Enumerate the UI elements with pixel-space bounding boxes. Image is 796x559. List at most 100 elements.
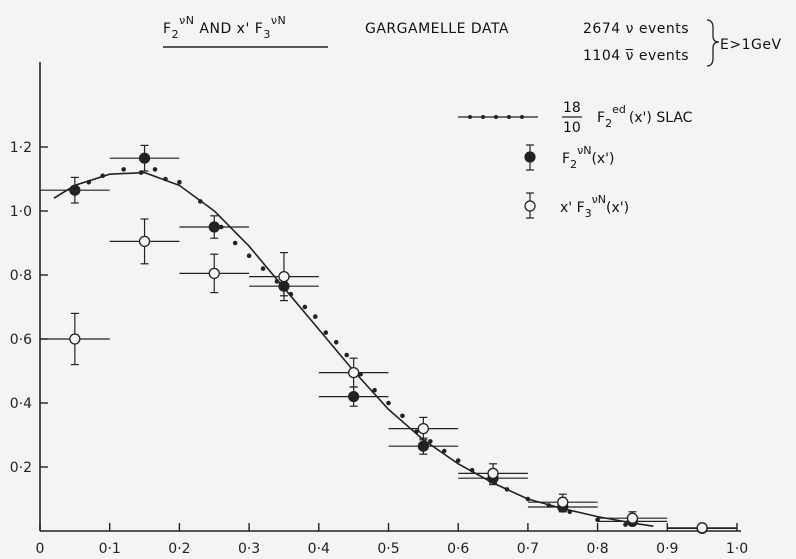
plot-area bbox=[40, 144, 737, 535]
slac-data-point bbox=[288, 291, 294, 297]
slac-data-point bbox=[414, 429, 419, 435]
legend: 18 10 F2ed(x') SLAC F2νN(x') bbox=[458, 100, 693, 220]
legend-slac-denominator: 10 bbox=[563, 120, 581, 136]
slac-data-point bbox=[469, 467, 475, 473]
title-events-nubar: 1104 ν̅ events bbox=[583, 48, 689, 64]
x-tick-label: 0·3 bbox=[238, 541, 260, 557]
title-energy-cut: E>1GeV bbox=[720, 37, 782, 53]
legend-f2-marker bbox=[524, 151, 536, 163]
slac-data-point bbox=[372, 387, 377, 393]
slac-data-point bbox=[313, 314, 318, 319]
x-tick-label: 0·5 bbox=[377, 541, 399, 557]
f2-point-marker bbox=[208, 221, 220, 233]
xf3-point bbox=[527, 493, 598, 511]
slac-data-point bbox=[260, 266, 266, 271]
xf3-point-marker bbox=[696, 522, 708, 534]
legend-slac-label: F2ed(x') SLAC bbox=[597, 103, 693, 130]
xf3-point bbox=[109, 218, 180, 265]
legend-slac-dot bbox=[507, 115, 511, 119]
xf3-point bbox=[318, 357, 389, 388]
slac-data-point bbox=[100, 173, 106, 179]
title-events-nu: 2674 ν events bbox=[583, 21, 689, 37]
xf3-point-marker bbox=[278, 270, 290, 283]
legend-xf3-marker bbox=[524, 200, 536, 212]
y-tick-label: 0·4 bbox=[10, 396, 32, 412]
f2-point-marker bbox=[69, 184, 81, 196]
f2-point-marker bbox=[138, 152, 151, 164]
slac-data-point bbox=[86, 179, 92, 185]
slac-data-point bbox=[428, 439, 433, 444]
y-tick-label: 1·0 bbox=[10, 204, 32, 220]
x-tick-label: 0·1 bbox=[99, 541, 121, 557]
xf3-point-marker bbox=[557, 496, 569, 508]
slac-data-point bbox=[525, 496, 531, 502]
xf3-point bbox=[249, 252, 319, 302]
legend-slac-dot bbox=[468, 115, 472, 119]
legend-slac-dot bbox=[494, 115, 498, 119]
y-tick-label: 0·6 bbox=[10, 332, 32, 348]
xf3-point-marker bbox=[626, 512, 639, 524]
title-brace bbox=[706, 19, 720, 67]
slac-data-point bbox=[623, 522, 628, 527]
slac-data-point bbox=[386, 400, 391, 406]
f2-point bbox=[388, 437, 459, 455]
chart-title: F2νN AND x' F3νN GARGAMELLE DATA 2674 ν … bbox=[163, 14, 782, 67]
xf3-point-marker bbox=[417, 422, 430, 435]
slac-data-point bbox=[323, 330, 329, 335]
xf3-point bbox=[458, 463, 528, 484]
x-tick-label: 0·6 bbox=[447, 541, 469, 557]
x-tick-label: 0·9 bbox=[656, 541, 678, 557]
f2-point bbox=[40, 176, 110, 204]
f2-point-marker bbox=[348, 391, 360, 403]
xf3-point bbox=[667, 522, 737, 534]
slac-data-point bbox=[152, 167, 158, 172]
title-experiment: GARGAMELLE DATA bbox=[365, 21, 509, 37]
x-tick-label: 0·4 bbox=[308, 541, 330, 557]
xf3-point-marker bbox=[69, 333, 81, 345]
legend-entry-slac: 18 10 F2ed(x') SLAC bbox=[458, 100, 693, 136]
legend-entry-f2: F2νN(x') bbox=[524, 144, 615, 171]
slac-data-point bbox=[302, 304, 308, 310]
legend-f2-label: F2νN(x') bbox=[562, 144, 615, 171]
y-tick-label: 0·2 bbox=[10, 460, 32, 476]
xf3-point bbox=[179, 253, 250, 294]
slac-data-point bbox=[441, 448, 447, 454]
legend-slac-numerator: 18 bbox=[563, 100, 581, 116]
slac-data-point bbox=[504, 487, 510, 492]
xf3-point bbox=[40, 312, 110, 366]
slac-data-point bbox=[455, 458, 461, 463]
f2-point bbox=[318, 386, 389, 407]
fit-curve bbox=[53, 171, 654, 527]
slac-data-point bbox=[163, 176, 168, 182]
legend-slac-dot bbox=[520, 115, 524, 119]
slac-data-point bbox=[333, 339, 339, 345]
x-tick-label: 1·0 bbox=[726, 541, 748, 557]
xf3-point bbox=[388, 416, 459, 441]
legend-xf3-label: x' F3νN(x') bbox=[560, 193, 629, 220]
legend-entry-xf3: x' F3νN(x') bbox=[524, 192, 629, 220]
title-formula: F2νN AND x' F3νN bbox=[163, 14, 286, 41]
x-tick-label: 0·8 bbox=[586, 541, 608, 557]
slac-data-point bbox=[232, 240, 238, 246]
x-tick-label: 0·7 bbox=[517, 541, 539, 557]
xf3-point-marker bbox=[138, 235, 151, 248]
f2-point-marker bbox=[417, 440, 429, 452]
f2-point bbox=[109, 144, 180, 172]
axes: 0 0·1 0·2 0·3 0·4 0·5 0·6 0·7 0·8 0·9 1·0 0·2 0·4 0·6… bbox=[10, 62, 748, 557]
slac-data-point bbox=[121, 167, 126, 172]
x-tick-label: 0·2 bbox=[168, 541, 190, 557]
legend-slac-dot bbox=[481, 115, 485, 119]
y-tick-label: 0·8 bbox=[10, 268, 32, 284]
slac-data-point bbox=[177, 179, 182, 185]
x-tick-label: 0 bbox=[36, 541, 45, 557]
slac-data-point bbox=[344, 352, 349, 358]
slac-data-point bbox=[246, 253, 252, 259]
slac-data-point bbox=[400, 413, 405, 419]
slac-data-point bbox=[274, 279, 280, 284]
slac-data-point bbox=[198, 199, 203, 204]
xf3-point-marker bbox=[208, 267, 220, 280]
xf3-point-marker bbox=[347, 366, 360, 379]
xf3-point-marker bbox=[487, 467, 499, 480]
